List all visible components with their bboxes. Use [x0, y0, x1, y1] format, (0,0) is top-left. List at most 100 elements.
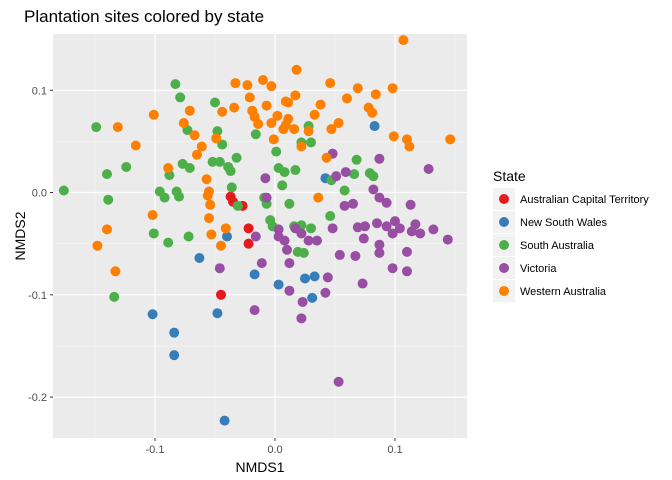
- data-points: [58, 35, 456, 426]
- data-point: [394, 223, 405, 234]
- data-point: [387, 228, 398, 239]
- data-point: [370, 89, 381, 100]
- data-point: [290, 165, 301, 176]
- data-point: [112, 122, 123, 133]
- data-point: [374, 247, 385, 258]
- data-point: [372, 218, 382, 229]
- data-point: [309, 109, 320, 120]
- data-point: [249, 305, 260, 316]
- data-point: [170, 79, 181, 90]
- data-point: [387, 83, 398, 94]
- data-point: [260, 173, 271, 184]
- data-point: [342, 93, 352, 104]
- data-point: [102, 224, 112, 235]
- data-point: [339, 185, 350, 196]
- legend-label: South Australia: [520, 240, 595, 252]
- data-point: [91, 122, 102, 133]
- data-point: [410, 219, 421, 230]
- data-point: [250, 231, 261, 242]
- data-point: [220, 223, 231, 234]
- data-point: [333, 117, 344, 128]
- data-point: [204, 186, 214, 197]
- data-point: [58, 185, 69, 196]
- x-axis-ticks: -0.1 0.0 0.1: [146, 438, 403, 456]
- data-point: [340, 167, 351, 178]
- data-point: [266, 81, 277, 92]
- data-point: [423, 164, 434, 175]
- data-point: [357, 278, 368, 289]
- data-point: [216, 240, 226, 251]
- data-point: [214, 263, 225, 274]
- legend: State Australian Capital Territory New So…: [493, 168, 649, 302]
- data-point: [148, 228, 159, 239]
- data-point: [381, 221, 392, 232]
- data-point: [326, 124, 337, 135]
- data-point: [175, 92, 186, 103]
- data-point: [219, 415, 230, 426]
- data-point: [297, 296, 308, 307]
- data-point: [253, 119, 264, 130]
- data-point: [352, 83, 363, 94]
- data-point: [261, 192, 272, 203]
- data-point: [204, 213, 214, 224]
- data-point: [189, 130, 200, 141]
- data-point: [282, 244, 292, 255]
- data-point: [284, 258, 295, 269]
- data-point: [230, 78, 241, 89]
- data-point: [283, 97, 294, 108]
- data-point: [284, 285, 295, 296]
- data-point: [284, 198, 295, 209]
- data-point: [402, 266, 412, 277]
- data-point: [374, 239, 385, 250]
- data-point: [306, 223, 316, 234]
- data-point: [244, 92, 255, 103]
- data-point: [169, 350, 180, 361]
- data-point: [298, 247, 309, 258]
- data-point: [339, 200, 350, 211]
- data-point: [206, 229, 217, 240]
- data-point: [110, 266, 121, 277]
- data-point: [217, 106, 228, 117]
- data-point: [169, 327, 180, 338]
- data-point: [271, 146, 282, 157]
- data-point: [183, 231, 194, 242]
- data-point: [374, 153, 385, 164]
- data-point: [163, 162, 174, 173]
- data-point: [231, 152, 242, 163]
- data-point: [279, 235, 290, 246]
- data-point: [388, 131, 399, 142]
- data-point: [147, 309, 158, 320]
- data-point: [291, 64, 302, 75]
- data-point: [196, 141, 207, 152]
- data-point: [184, 105, 195, 116]
- data-point: [387, 263, 398, 274]
- data-point: [300, 273, 310, 284]
- data-point: [225, 166, 236, 177]
- data-point: [398, 35, 409, 46]
- data-point: [350, 250, 361, 261]
- data-point: [374, 192, 385, 203]
- y-axis-title: NMDS2: [12, 211, 28, 260]
- legend-marker: [499, 286, 509, 296]
- data-point: [309, 271, 320, 282]
- y-axis-ticks: -0.2 -0.1 0.0 0.1: [28, 85, 53, 404]
- data-point: [178, 117, 189, 128]
- legend-marker: [499, 240, 509, 250]
- data-point: [289, 124, 300, 135]
- data-point: [358, 233, 369, 244]
- data-point: [256, 258, 267, 269]
- data-point: [279, 167, 290, 178]
- x-tick-label: -0.1: [146, 444, 165, 456]
- x-tick-label: 0.0: [267, 444, 282, 456]
- legend-marker: [499, 194, 509, 204]
- data-point: [194, 252, 205, 263]
- data-point: [205, 199, 216, 210]
- data-point: [348, 198, 358, 209]
- data-point: [121, 161, 132, 172]
- x-tick-label: 0.1: [387, 444, 402, 456]
- data-point: [327, 223, 338, 234]
- data-point: [315, 99, 326, 110]
- data-point: [404, 141, 415, 152]
- data-point: [331, 171, 342, 182]
- data-point: [222, 231, 232, 242]
